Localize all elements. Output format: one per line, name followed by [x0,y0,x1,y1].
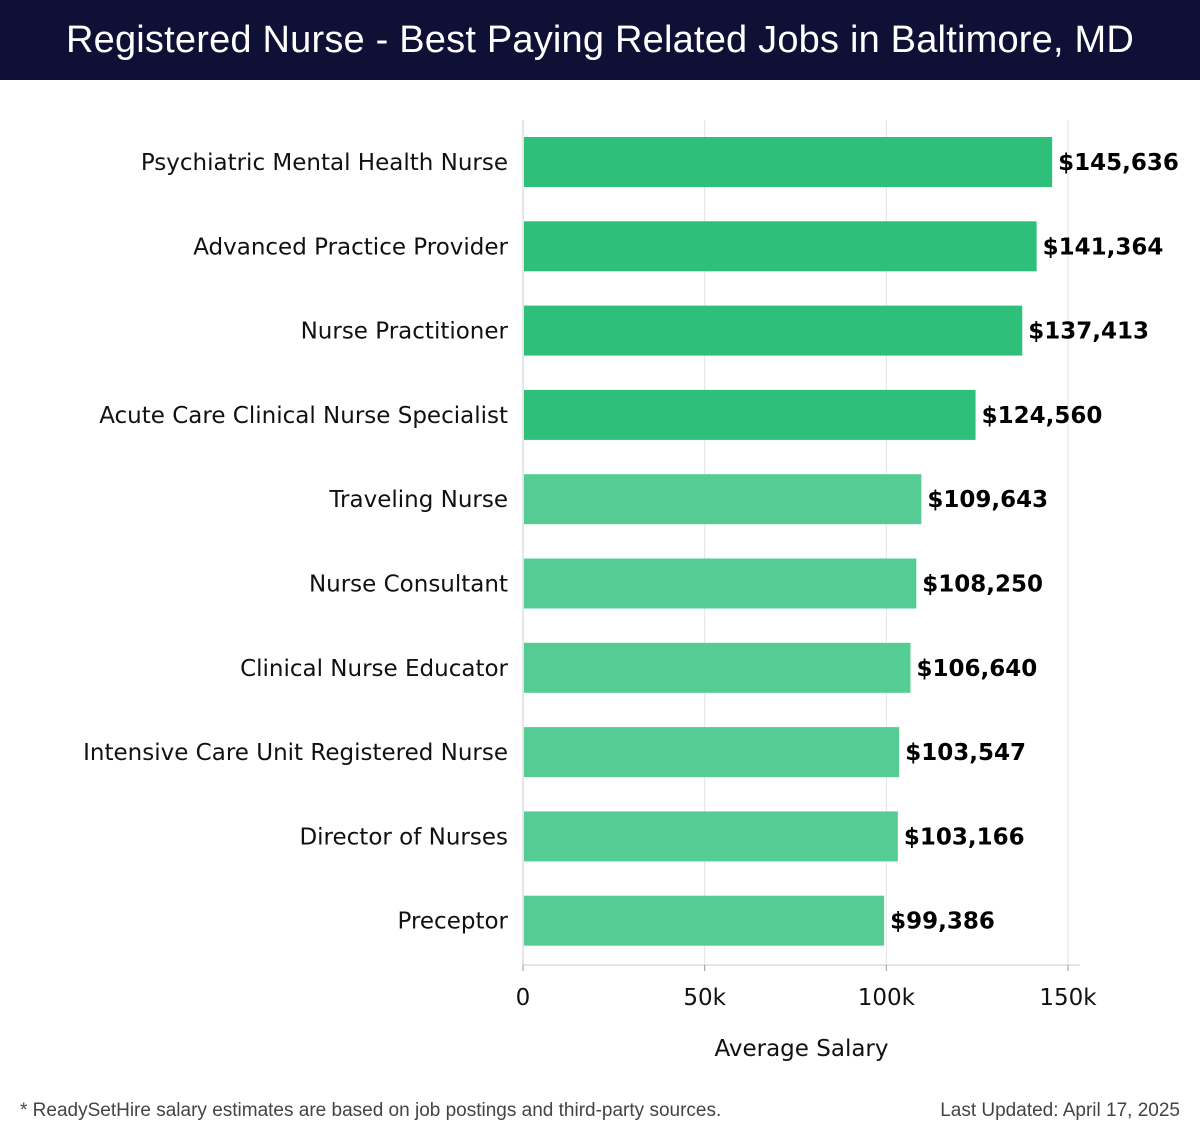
value-label: $141,364 [1043,234,1164,260]
category-label: Director of Nurses [299,824,508,850]
bar-layer [524,137,1053,946]
x-tick-label: 0 [516,985,531,1011]
bar-10 [524,895,885,946]
category-label: Advanced Practice Provider [193,234,508,260]
value-label: $145,636 [1058,150,1179,176]
category-label: Traveling Nurse [328,487,508,513]
bar-6 [524,558,917,609]
category-label: Nurse Consultant [309,572,508,598]
bar-1 [524,137,1053,187]
page-title: Registered Nurse - Best Paying Related J… [65,18,1134,61]
bar-5 [524,474,922,525]
x-tick-label: 150k [1039,985,1097,1011]
category-label: Preceptor [397,909,508,935]
value-label: $109,643 [927,487,1048,513]
value-label: $103,547 [905,740,1026,766]
bar-7 [524,642,911,693]
category-label: Nurse Practitioner [301,319,509,345]
title-bar: Registered Nurse - Best Paying Related J… [0,0,1200,80]
category-label: Acute Care Clinical Nurse Specialist [99,403,508,429]
bar-2 [524,221,1037,272]
value-label: $108,250 [922,572,1043,598]
value-label: $99,386 [890,909,995,935]
label-layer: Psychiatric Mental Health Nurse $145,636 A… [83,150,1179,935]
value-label: $124,560 [982,403,1103,429]
value-label: $106,640 [916,656,1037,682]
footnote: * ReadySetHire salary estimates are base… [20,1100,722,1121]
bar-9 [524,811,898,862]
category-label: Intensive Care Unit Registered Nurse [83,740,508,766]
bar-4 [524,389,976,440]
bar-8 [524,727,900,778]
value-label: $103,166 [904,824,1025,850]
last-updated: Last Updated: April 17, 2025 [940,1100,1180,1121]
x-tick-label: 100k [858,985,916,1011]
x-axis-title: Average Salary [714,1036,888,1062]
category-label: Clinical Nurse Educator [240,656,508,682]
x-tick-label: 50k [683,985,726,1011]
axis-layer: 0 50k 100k 150k Average Salary [516,120,1097,1062]
value-label: $137,413 [1028,319,1149,345]
category-label: Psychiatric Mental Health Nurse [141,150,508,176]
bar-3 [524,305,1023,356]
salary-bar-chart: Psychiatric Mental Health Nurse $145,636 A… [83,120,1179,1062]
